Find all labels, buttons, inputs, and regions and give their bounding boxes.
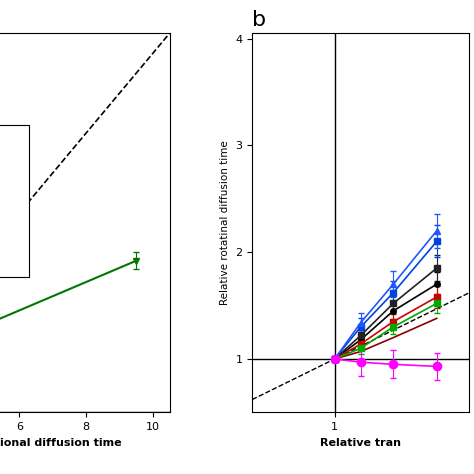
X-axis label: ional diffusion time: ional diffusion time (0, 438, 122, 447)
Bar (0, 125, 29, 277)
Y-axis label: Relative rotatinal diffusion time: Relative rotatinal diffusion time (220, 140, 230, 305)
Text: b: b (252, 10, 266, 30)
X-axis label: Relative tran: Relative tran (320, 438, 401, 447)
